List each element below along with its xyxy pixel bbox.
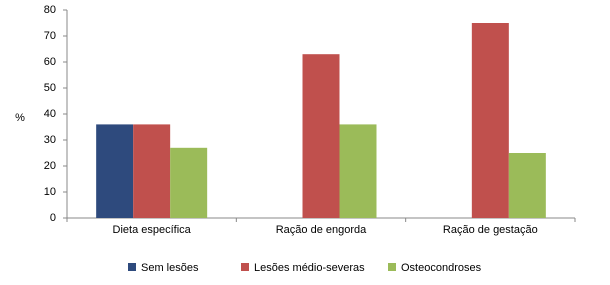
x-tick-label: Ração de engorda [276,224,367,236]
y-tick-label: 60 [44,56,56,68]
y-tick-label: 20 [44,160,56,172]
y-tick-label: 30 [44,134,56,146]
x-tick-label: Ração de gestação [443,224,538,236]
bar [133,124,171,218]
legend-swatch [241,263,249,271]
y-tick-label: 10 [44,186,56,198]
bar [508,153,546,218]
y-tick-label: 50 [44,82,56,94]
y-tick-label: 0 [50,212,56,224]
bar [96,124,134,218]
legend-swatch [128,263,136,271]
bar [471,23,509,218]
bar [302,54,340,219]
bar [170,147,208,218]
legend-label: Osteocondroses [401,262,482,274]
legend-swatch [388,263,396,271]
legend-label: Lesões médio-severas [254,262,365,274]
y-tick-label: 70 [44,30,56,42]
y-tick-label: 80 [44,4,56,16]
legend-label: Sem lesões [141,262,199,274]
bar [339,124,377,218]
x-tick-label: Dieta específica [113,224,192,236]
y-tick-label: 40 [44,108,56,120]
y-axis-label: % [15,112,25,124]
